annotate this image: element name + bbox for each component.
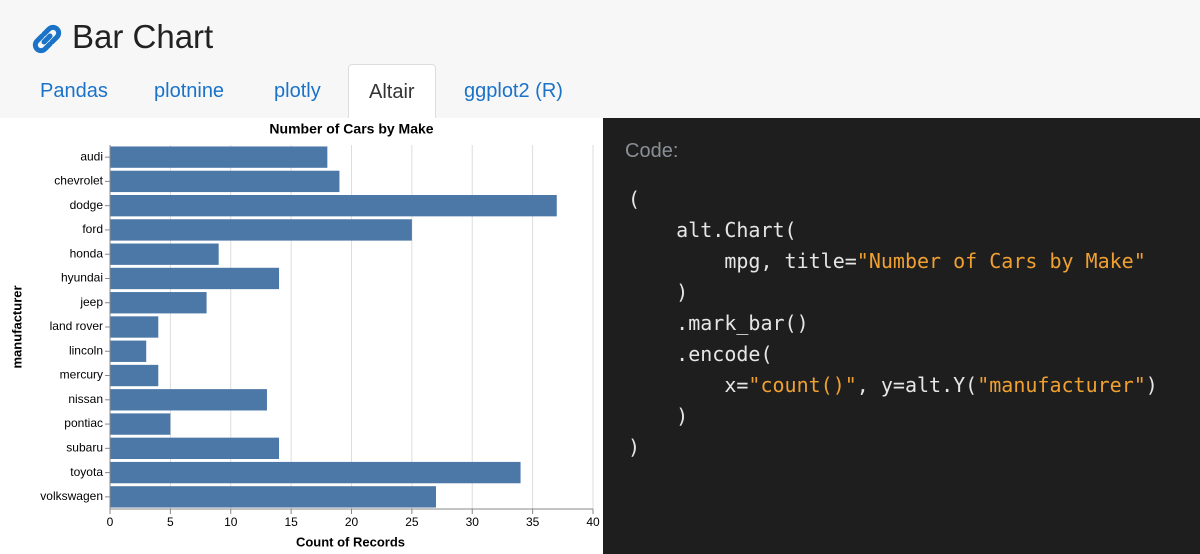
x-tick-label: 20 — [345, 515, 359, 529]
tab[interactable]: Altair — [348, 64, 436, 118]
code-token: , y=alt.Y( — [856, 373, 978, 397]
x-tick-label: 30 — [466, 515, 480, 529]
code-panel: Code: ( alt.Chart( mpg, title="Number of… — [603, 118, 1200, 554]
code-token: ( — [628, 187, 641, 211]
tab[interactable]: plotly — [274, 80, 321, 102]
bar — [110, 340, 147, 362]
code-line: .encode( — [628, 339, 1158, 370]
code-line: ) — [628, 432, 1158, 463]
bar — [110, 364, 159, 387]
code-heading: Code: — [625, 140, 679, 162]
y-tick-label: hyundai — [61, 271, 103, 285]
page-title: Bar Chart — [72, 18, 214, 55]
code-token: x= — [628, 373, 749, 397]
code-line: ) — [628, 401, 1158, 432]
x-tick-label: 25 — [405, 515, 419, 529]
x-tick-label: 40 — [586, 515, 600, 529]
bar — [110, 243, 219, 265]
y-tick-label: chevrolet — [54, 174, 103, 188]
code-token: "Number of Cars by Make" — [856, 249, 1146, 273]
y-tick-label: honda — [70, 246, 104, 260]
bar — [110, 219, 412, 241]
tab[interactable]: ggplot2 (R) — [464, 80, 563, 102]
code-line: .mark_bar() — [628, 308, 1158, 339]
x-tick-label: 15 — [284, 515, 298, 529]
y-tick-label: toyota — [70, 465, 103, 479]
bar — [110, 437, 280, 460]
bar — [110, 486, 437, 508]
y-tick-label: mercury — [60, 368, 103, 382]
y-tick-label: ford — [82, 222, 103, 236]
y-tick-label: nissan — [68, 392, 103, 406]
bar — [110, 194, 557, 217]
code-line: alt.Chart( — [628, 215, 1158, 246]
code-token: mpg, title= — [628, 249, 857, 273]
x-tick-label: 10 — [224, 515, 238, 529]
header: Bar Chart Pandas plotnine plotly Altair ggpl… — [0, 0, 1200, 118]
code-token: ) — [628, 280, 689, 304]
bar — [110, 146, 328, 168]
code-token: ) — [1145, 373, 1158, 397]
code-token: .mark_bar() — [628, 311, 809, 335]
x-tick-label: 35 — [526, 515, 540, 529]
bar — [110, 170, 340, 193]
code-token: ) — [628, 404, 689, 428]
bar — [110, 267, 280, 290]
code-line: mpg, title="Number of Cars by Make" — [628, 246, 1158, 277]
y-tick-label: audi — [80, 149, 103, 163]
x-axis-title: Count of Records — [296, 534, 405, 549]
x-tick-label: 0 — [107, 515, 114, 529]
tab-bar: Pandas plotnine plotly Altair ggplot2 (R) — [0, 64, 1200, 118]
y-tick-label: lincoln — [69, 343, 103, 357]
code-token: .encode( — [628, 342, 773, 366]
bar — [110, 316, 159, 338]
tab[interactable]: Pandas — [40, 80, 108, 102]
y-axis-title: manufacturer — [9, 285, 24, 368]
y-tick-label: land rover — [50, 319, 103, 333]
tab[interactable]: plotnine — [154, 80, 225, 102]
bar — [110, 413, 171, 435]
code-token: "count()" — [748, 373, 857, 397]
x-tick-label: 5 — [167, 515, 174, 529]
bar — [110, 292, 207, 314]
code-token: ) — [628, 435, 641, 459]
link-icon — [32, 24, 62, 54]
code-token: "manufacturer" — [977, 373, 1146, 397]
y-tick-label: dodge — [70, 198, 104, 212]
y-tick-label: volkswagen — [40, 489, 103, 503]
y-tick-label: pontiac — [64, 416, 103, 430]
code-token: alt.Chart( — [628, 218, 797, 242]
bar — [110, 389, 267, 411]
y-tick-label: jeep — [79, 295, 103, 309]
bar — [110, 461, 521, 484]
y-tick-label: subaru — [66, 441, 103, 455]
code-block: ( alt.Chart( mpg, title="Number of Cars … — [628, 184, 1158, 463]
code-line: ( — [628, 184, 1158, 215]
chart-title: Number of Cars by Make — [269, 121, 433, 137]
chart: Number of Cars by Make 0 5 10 15 20 25 30 35 40 au… — [9, 121, 600, 550]
code-line: x="count()", y=alt.Y("manufacturer") — [628, 370, 1158, 401]
code-line: ) — [628, 277, 1158, 308]
